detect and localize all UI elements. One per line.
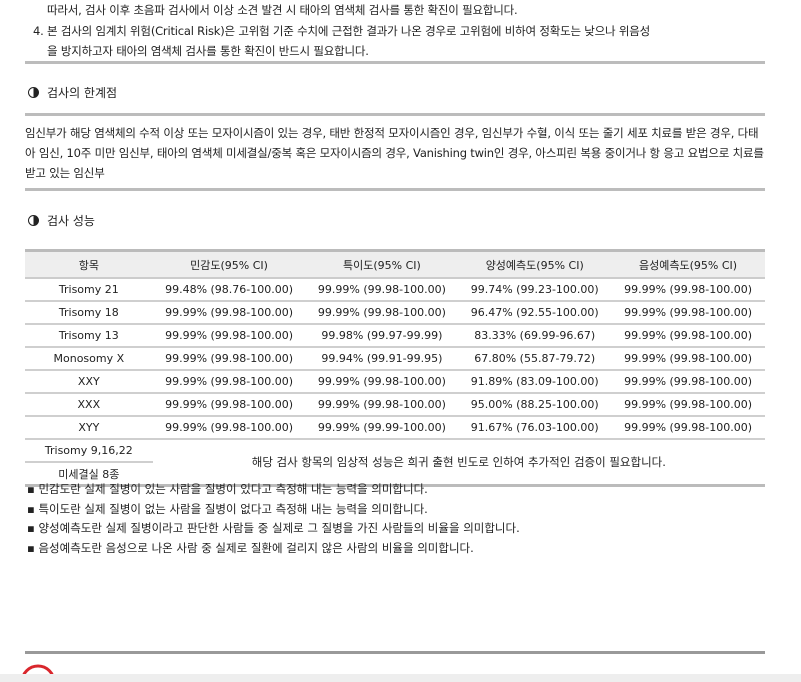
- divider: [25, 651, 765, 654]
- performance-heading: 검사 성능: [28, 212, 95, 229]
- table-cell: 99.99% (99.98-100.00): [611, 416, 765, 440]
- row-label: XXY: [25, 370, 153, 394]
- table-cell: 99.99% (99.98-100.00): [305, 370, 459, 394]
- table-cell: 95.00% (88.25-100.00): [458, 393, 612, 417]
- table-cell: 99.99% (99.98-100.00): [611, 301, 765, 325]
- bullet-icon: ▪: [27, 501, 39, 516]
- table-cell: 99.99% (99.99-100.00): [305, 416, 459, 440]
- table-cell: 99.99% (99.98-100.00): [611, 370, 765, 394]
- note-item: ▪ 민감도란 실제 질병이 있는 사람을 질병이 있다고 측정해 내는 능력을 …: [27, 480, 520, 500]
- table-row: Trisomy 18 99.99% (99.98-100.00) 99.99% (9…: [25, 301, 765, 325]
- divider: [25, 113, 765, 116]
- note-text: 양성예측도란 실제 질병이라고 판단한 사람들 중 실제로 그 질병을 가진 사…: [38, 521, 520, 535]
- intro-line: 따라서, 검사 이후 초음파 검사에서 이상 소견 발견 시 태아의 염색체 검…: [47, 3, 518, 17]
- table-cell: 83.33% (69.99-96.67): [458, 324, 612, 348]
- table-cell: 99.74% (99.23-100.00): [458, 278, 612, 302]
- table-row: Trisomy 13 99.99% (99.98-100.00) 99.98% (9…: [25, 324, 765, 348]
- performance-title: 검사 성능: [47, 214, 95, 228]
- bullet-icon: ▪: [27, 482, 39, 496]
- table-cell: 99.99% (99.98-100.00): [152, 347, 306, 371]
- footer-bar: [0, 674, 801, 682]
- row-label: XXX: [25, 393, 153, 417]
- table-cell: 99.99% (99.98-100.00): [305, 301, 459, 325]
- bullet-icon: ▪: [27, 521, 39, 535]
- note-text: 특이도란 실제 질병이 없는 사람을 질병이 없다고 측정해 내는 능력을 의미…: [38, 501, 428, 516]
- table-row: 미세결실 8종: [25, 462, 765, 487]
- bullet-icon: ▪: [27, 540, 39, 555]
- column-header: 특이도(95% CI): [305, 249, 459, 279]
- half-circle-icon: [28, 215, 39, 226]
- row-label: 미세결실 8종: [25, 462, 153, 487]
- table-cell: 99.99% (99.98-100.00): [305, 278, 459, 302]
- row-label: Monosomy X: [25, 347, 153, 371]
- intro-item-4: 4. 본 검사의 임계치 위험(Critical Risk)은 고위험 기준 수…: [33, 24, 651, 38]
- notes-list: ▪ 민감도란 실제 질병이 있는 사람을 질병이 있다고 측정해 내는 능력을 …: [27, 480, 520, 558]
- table-cell: 99.99% (99.98-100.00): [152, 416, 306, 440]
- divider: [25, 61, 765, 64]
- row-label: Trisomy 21: [25, 278, 153, 302]
- table-row: Trisomy 21 99.48% (98.76-100.00) 99.99% (9…: [25, 278, 765, 302]
- table-cell: 91.89% (83.09-100.00): [458, 370, 612, 394]
- divider: [25, 188, 765, 191]
- table-cell: 91.67% (76.03-100.00): [458, 416, 612, 440]
- extra-note: 해당 검사 항목의 임상적 성능은 희귀 출현 빈도로 인하여 추가적인 검증이…: [152, 439, 765, 487]
- table-row: XXX 99.99% (99.98-100.00) 99.99% (99.98-10…: [25, 393, 765, 417]
- intro-item-4-cont: 을 방지하고자 태아의 염색체 검사를 통한 확진이 반드시 필요합니다.: [47, 44, 369, 58]
- table-cell: 99.99% (99.98-100.00): [611, 278, 765, 302]
- table-cell: 99.99% (99.98-100.00): [152, 370, 306, 394]
- limits-heading: 검사의 한계점: [28, 84, 117, 101]
- table-cell: 67.80% (55.87-79.72): [458, 347, 612, 371]
- table-cell: 99.99% (99.98-100.00): [611, 393, 765, 417]
- table-cell: 99.99% (99.98-100.00): [611, 347, 765, 371]
- row-label: Trisomy 13: [25, 324, 153, 348]
- table-row: Monosomy X 99.99% (99.98-100.00) 99.94% (9…: [25, 347, 765, 371]
- table-cell: 96.47% (92.55-100.00): [458, 301, 612, 325]
- column-header: 항목: [25, 249, 153, 279]
- note-text: 민감도란 실제 질병이 있는 사람을 질병이 있다고 측정해 내는 능력을 의미…: [38, 482, 428, 496]
- column-header: 민감도(95% CI): [152, 249, 306, 279]
- note-item: ▪ 양성예측도란 실제 질병이라고 판단한 사람들 중 실제로 그 질병을 가진…: [27, 519, 520, 539]
- table-cell: 99.99% (99.98-100.00): [152, 301, 306, 325]
- table-cell: 99.98% (99.97-99.99): [305, 324, 459, 348]
- table-row: XXY 99.99% (99.98-100.00) 99.99% (99.98-10…: [25, 370, 765, 394]
- table-cell: 99.99% (99.98-100.00): [305, 393, 459, 417]
- column-header: 양성예측도(95% CI): [458, 249, 612, 279]
- note-item: ▪ 음성예측도란 음성으로 나온 사람 중 실제로 질환에 걸리지 않은 사람의…: [27, 539, 520, 559]
- half-circle-icon: [28, 87, 39, 98]
- table-row: Trisomy 9,16,22 해당 검사 항목의 임상적 성능은 희귀 출현 빈…: [25, 439, 765, 487]
- limits-title: 검사의 한계점: [47, 86, 118, 100]
- column-header: 음성예측도(95% CI): [611, 249, 765, 279]
- note-item: ▪ 특이도란 실제 질병이 없는 사람을 질병이 없다고 측정해 내는 능력을 …: [27, 500, 520, 520]
- table-cell: 99.48% (98.76-100.00): [152, 278, 306, 302]
- limits-text: 임신부가 해당 염색체의 수적 이상 또는 모자이시즘이 있는 경우, 태반 한…: [25, 126, 764, 180]
- table-cell: 99.99% (99.98-100.00): [152, 393, 306, 417]
- table-cell: 99.94% (99.91-99.95): [305, 347, 459, 371]
- table-row: XYY 99.99% (99.98-100.00) 99.99% (99.99-10…: [25, 416, 765, 440]
- table-cell: 99.99% (99.98-100.00): [611, 324, 765, 348]
- row-label: XYY: [25, 416, 153, 440]
- note-text: 음성예측도란 음성으로 나온 사람 중 실제로 질환에 걸리지 않은 사람의 비…: [38, 540, 474, 555]
- row-label: Trisomy 9,16,22: [25, 439, 153, 463]
- performance-table: 항목 민감도(95% CI) 특이도(95% CI) 양성예측도(95% CI) 음성예…: [25, 249, 765, 487]
- row-label: Trisomy 18: [25, 301, 153, 325]
- table-cell: 99.99% (99.98-100.00): [152, 324, 306, 348]
